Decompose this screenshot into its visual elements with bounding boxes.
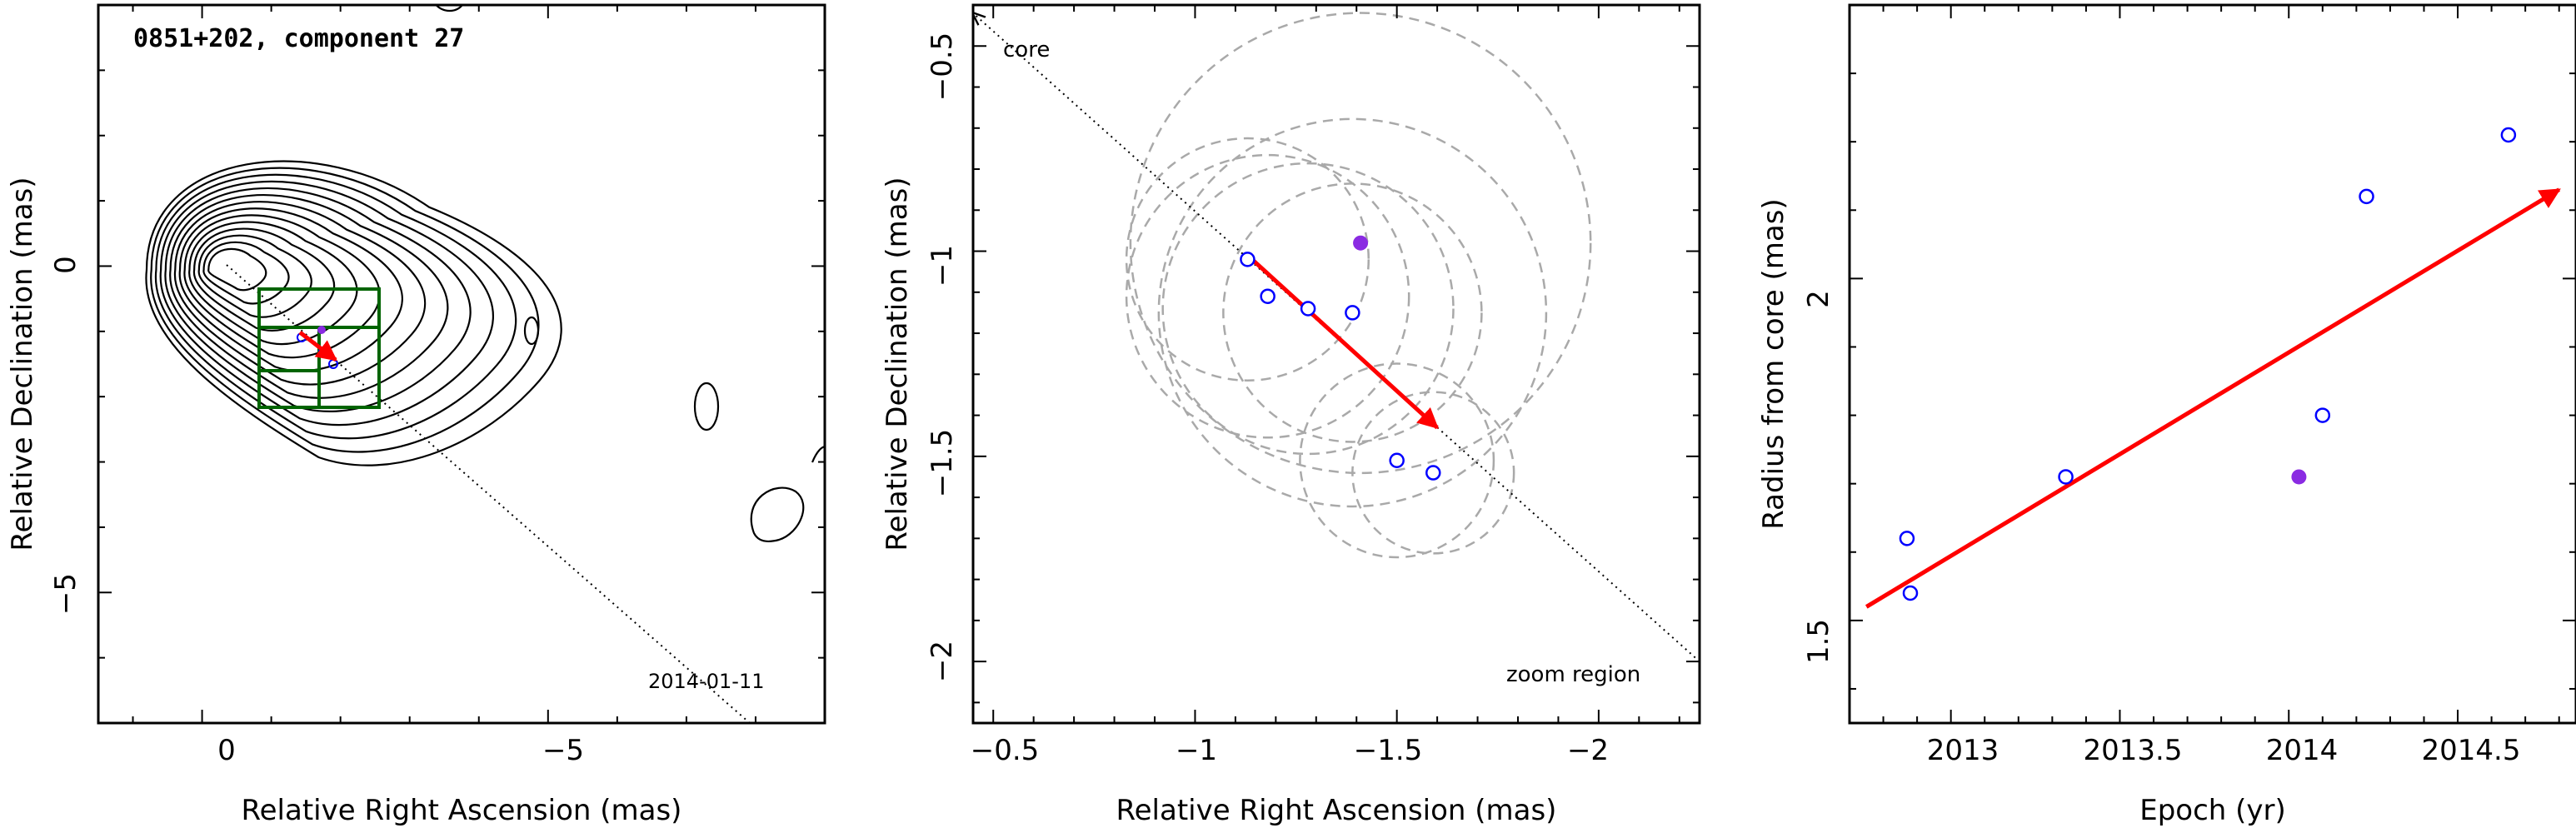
plot-frame [971, 3, 1701, 725]
x-tick-label: −0.5 [971, 734, 1040, 767]
fit-arrow [1865, 187, 2561, 609]
x-tick-label: 2013.5 [2084, 734, 2183, 767]
error-circle [1351, 391, 1515, 555]
x-tick-label: 2013 [1927, 734, 1999, 767]
contour-map [145, 5, 825, 723]
velocity-arrow [1246, 253, 1439, 430]
x-axis-label: Relative Right Ascension (mas) [1116, 794, 1557, 827]
component-track-arrow [298, 331, 337, 362]
error-circle [1125, 137, 1370, 382]
zoom-region-label: zoom region [1506, 662, 1640, 687]
contour-blob [523, 316, 540, 346]
data-point [1240, 252, 1256, 267]
x-tick-label: −1.5 [1354, 734, 1423, 767]
data-point [1389, 452, 1405, 469]
data-point [1902, 585, 1919, 601]
error-circles [1125, 12, 1592, 559]
panel-3: 2013 2013.5 2014 2014.5 1.5 2 Epoch (yr)… [1757, 3, 2576, 827]
plot-frame [1848, 3, 2576, 725]
y-axis-label: Radius from core (mas) [1757, 198, 1790, 529]
component-marker-filled [317, 326, 326, 334]
y-tick-label: 1.5 [1802, 619, 1835, 664]
panel-2: core zoom region −0.5 −1 −1.5 −2 −0.5 −1… [881, 3, 1701, 827]
contour-level [169, 194, 449, 399]
contour-level [159, 180, 494, 426]
x-axis-label: Epoch (yr) [2139, 794, 2286, 827]
contour-blob [811, 446, 825, 463]
x-tick-label: 2014.5 [2422, 734, 2521, 767]
contour-level [202, 241, 290, 305]
y-tick-label: 0 [49, 256, 82, 274]
error-circle [1125, 153, 1410, 439]
epoch-label: 2014-01-11 [648, 670, 764, 693]
data-point [2314, 407, 2331, 423]
plot-frame [97, 3, 826, 725]
data-point-filled [1353, 235, 1369, 251]
tick-marks [1850, 4, 2576, 723]
position-markers [1240, 235, 1441, 481]
contour-level [145, 160, 562, 466]
y-tick-label: −1 [926, 245, 959, 287]
y-axis-label: Relative Declination (mas) [881, 177, 914, 551]
y-tick-label: −1.5 [926, 429, 959, 498]
contour-level [154, 173, 517, 440]
x-tick-label: −2 [1567, 734, 1609, 767]
contour-level [183, 214, 381, 359]
error-circle [1161, 162, 1455, 456]
data-point [2058, 469, 2074, 485]
x-axis-label: Relative Right Ascension (mas) [242, 794, 682, 827]
data-point [1425, 465, 1441, 481]
y-tick-label: 2 [1802, 290, 1835, 308]
data-point [1899, 531, 1915, 546]
jet-axis-line [973, 13, 1700, 662]
tick-marks [973, 4, 1700, 723]
x-tick-label: −5 [542, 734, 584, 767]
radius-markers [1899, 127, 2517, 601]
contour-level [164, 187, 472, 412]
contour-level [193, 227, 336, 332]
data-point-filled [2291, 469, 2307, 485]
jet-axis-line [226, 264, 751, 723]
data-point [1260, 288, 1276, 304]
panel-1: 0851+202, component 27 2014-01-11 0 −5 0… [6, 3, 826, 827]
contour-level [173, 201, 427, 386]
data-point [2359, 188, 2374, 205]
data-point [1300, 301, 1316, 317]
core-label: core [1003, 37, 1050, 62]
y-tick-label: −5 [49, 573, 82, 615]
contour-blob [693, 382, 720, 431]
y-tick-label: −2 [926, 641, 959, 682]
x-tick-label: 0 [217, 734, 236, 767]
contour-level [178, 207, 403, 372]
tick-marks [98, 5, 826, 724]
y-tick-label: −0.5 [926, 32, 959, 102]
error-circle [1129, 12, 1592, 475]
contour-level [207, 247, 267, 292]
error-circle [1157, 117, 1548, 508]
error-circle [1299, 362, 1495, 559]
x-tick-label: −1 [1176, 734, 1217, 767]
error-circle [1222, 182, 1483, 443]
data-point [2500, 127, 2517, 143]
x-tick-label: 2014 [2266, 734, 2339, 767]
contour-blob [750, 486, 805, 542]
contour-level [150, 167, 540, 453]
y-axis-label: Relative Declination (mas) [6, 177, 39, 551]
contour-level [188, 221, 358, 345]
data-point [1345, 305, 1360, 321]
panel-title: 0851+202, component 27 [133, 24, 464, 53]
